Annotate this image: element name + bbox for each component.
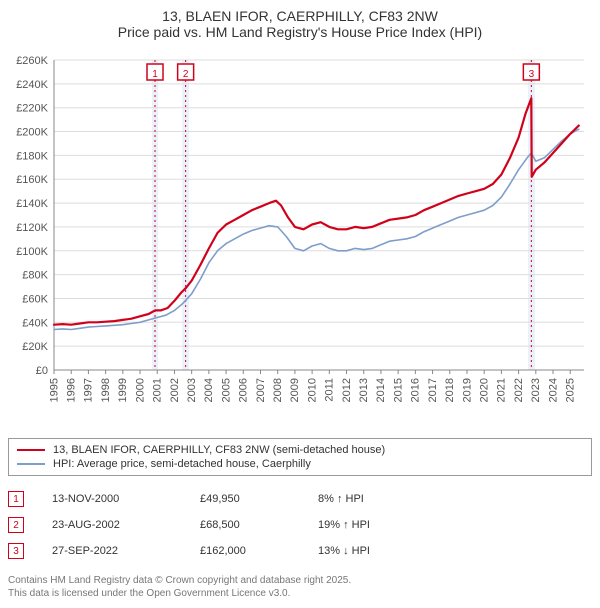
svg-text:2016: 2016 (410, 378, 422, 402)
sale-pct-1: 19% ↑ HPI (318, 519, 428, 531)
legend-label-0: 13, BLAEN IFOR, CAERPHILLY, CF83 2NW (se… (53, 444, 385, 456)
footnote-line-1: Contains HM Land Registry data © Crown c… (8, 574, 592, 587)
svg-text:2007: 2007 (255, 378, 267, 402)
footnote-line-2: This data is licensed under the Open Gov… (8, 587, 592, 600)
sale-price-0: £49,950 (200, 493, 290, 505)
svg-text:2021: 2021 (496, 378, 508, 402)
svg-text:1997: 1997 (83, 378, 95, 402)
svg-text:2009: 2009 (289, 378, 301, 402)
chart-svg: £0 £20K £40K £60K £80K £100K £120K £140K £160K £1… (8, 50, 592, 430)
svg-text:£0: £0 (36, 365, 48, 377)
sale-marker-1: 2 (8, 517, 24, 533)
svg-text:2002: 2002 (169, 378, 181, 402)
svg-text:1: 1 (152, 69, 158, 80)
legend-swatch-0 (17, 449, 45, 451)
sale-price-1: £68,500 (200, 519, 290, 531)
svg-text:2020: 2020 (478, 378, 490, 402)
svg-text:2023: 2023 (530, 378, 542, 402)
sale-price-2: £162,000 (200, 545, 290, 557)
svg-text:2017: 2017 (427, 378, 439, 402)
svg-text:2012: 2012 (341, 378, 353, 402)
svg-text:£160K: £160K (16, 174, 48, 186)
legend: 13, BLAEN IFOR, CAERPHILLY, CF83 2NW (se… (8, 438, 592, 476)
sale-pct-0: 8% ↑ HPI (318, 493, 428, 505)
svg-text:£60K: £60K (22, 293, 48, 305)
sale-date-1: 23-AUG-2002 (52, 519, 172, 531)
svg-text:£200K: £200K (16, 127, 48, 139)
chart: £0 £20K £40K £60K £80K £100K £120K £140K £160K £1… (8, 50, 592, 430)
svg-text:£120K: £120K (16, 222, 48, 234)
svg-text:£220K: £220K (16, 103, 48, 115)
svg-text:2010: 2010 (306, 378, 318, 402)
svg-text:2015: 2015 (392, 378, 404, 402)
svg-text:2018: 2018 (444, 378, 456, 402)
title-line-1: 13, BLAEN IFOR, CAERPHILLY, CF83 2NW (8, 8, 592, 24)
footnote: Contains HM Land Registry data © Crown c… (8, 574, 592, 600)
svg-text:2: 2 (183, 69, 189, 80)
sale-date-2: 27-SEP-2022 (52, 545, 172, 557)
sale-date-0: 13-NOV-2000 (52, 493, 172, 505)
sales-row-1: 2 23-AUG-2002 £68,500 19% ↑ HPI (8, 512, 592, 538)
sales-row-0: 1 13-NOV-2000 £49,950 8% ↑ HPI (8, 486, 592, 512)
sale-pct-2: 13% ↓ HPI (318, 545, 428, 557)
svg-text:£140K: £140K (16, 198, 48, 210)
svg-text:2004: 2004 (203, 378, 215, 402)
svg-text:£240K: £240K (16, 79, 48, 91)
svg-text:2001: 2001 (152, 378, 164, 402)
title-block: 13, BLAEN IFOR, CAERPHILLY, CF83 2NW Pri… (8, 8, 592, 40)
sales-table: 1 13-NOV-2000 £49,950 8% ↑ HPI 2 23-AUG-… (8, 486, 592, 564)
svg-text:£100K: £100K (16, 246, 48, 258)
sale-marker-0: 1 (8, 491, 24, 507)
svg-text:1998: 1998 (100, 378, 112, 402)
svg-text:1999: 1999 (117, 378, 129, 402)
svg-text:1995: 1995 (48, 378, 60, 402)
svg-text:2006: 2006 (238, 378, 250, 402)
legend-item-0: 13, BLAEN IFOR, CAERPHILLY, CF83 2NW (se… (17, 443, 583, 457)
sale-marker-2: 3 (8, 543, 24, 559)
sales-row-2: 3 27-SEP-2022 £162,000 13% ↓ HPI (8, 538, 592, 564)
svg-text:2013: 2013 (358, 378, 370, 402)
svg-text:1996: 1996 (66, 378, 78, 402)
svg-text:£80K: £80K (22, 270, 48, 282)
svg-text:£260K: £260K (16, 55, 48, 67)
svg-text:£180K: £180K (16, 150, 48, 162)
svg-text:2025: 2025 (565, 378, 577, 402)
svg-text:2011: 2011 (324, 378, 336, 402)
svg-text:2008: 2008 (272, 378, 284, 402)
svg-text:£40K: £40K (22, 317, 48, 329)
svg-text:2005: 2005 (220, 378, 232, 402)
svg-text:2014: 2014 (375, 378, 387, 402)
legend-label-1: HPI: Average price, semi-detached house,… (53, 458, 311, 470)
svg-text:2003: 2003 (186, 378, 198, 402)
svg-text:2024: 2024 (547, 378, 559, 402)
svg-text:3: 3 (529, 69, 535, 80)
svg-text:2019: 2019 (461, 378, 473, 402)
svg-text:£20K: £20K (22, 341, 48, 353)
title-line-2: Price paid vs. HM Land Registry's House … (8, 24, 592, 40)
legend-swatch-1 (17, 463, 45, 465)
svg-text:2022: 2022 (513, 378, 525, 402)
page-root: 13, BLAEN IFOR, CAERPHILLY, CF83 2NW Pri… (0, 0, 600, 608)
legend-item-1: HPI: Average price, semi-detached house,… (17, 457, 583, 471)
svg-text:2000: 2000 (134, 378, 146, 402)
